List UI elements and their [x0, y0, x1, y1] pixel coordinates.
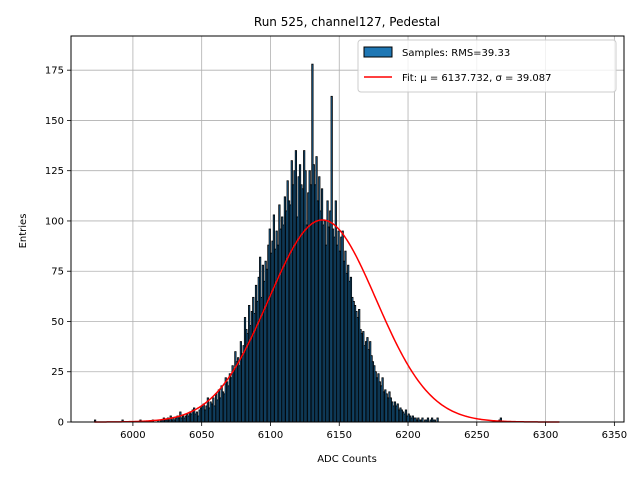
y-tick-label: 150: [45, 116, 64, 127]
x-axis-ticks: 6000 6050 6100 6150 6200 6250 6300 6350: [120, 422, 627, 441]
legend-label-fit: Fit: μ = 6137.732, σ = 39.087: [402, 73, 552, 84]
x-tick-label: 6050: [189, 430, 214, 441]
legend-box: [357, 39, 617, 93]
x-tick-label: 6150: [327, 430, 352, 441]
y-tick-label: 75: [51, 267, 64, 278]
y-tick-label: 50: [51, 317, 64, 328]
x-tick-label: 6000: [120, 430, 145, 441]
legend: Samples: RMS=39.33 Fit: μ = 6137.732, σ …: [357, 39, 617, 93]
histogram-bar: [436, 417, 439, 423]
y-tick-label: 25: [51, 367, 64, 378]
histogram-bar: [426, 417, 430, 423]
chart-title: Run 525, channel127, Pedestal: [254, 15, 440, 29]
y-tick-label: 125: [45, 166, 64, 177]
x-tick-label: 6350: [602, 430, 627, 441]
y-tick-label: 100: [45, 216, 64, 227]
x-tick-label: 6200: [395, 430, 420, 441]
plot-frame: [70, 35, 625, 423]
y-axis-label: Entries: [18, 214, 29, 249]
y-tick-label: 175: [45, 66, 64, 77]
histogram-bar: [421, 417, 424, 423]
legend-label-samples: Samples: RMS=39.33: [402, 48, 510, 59]
x-axis-label: ADC Counts: [317, 454, 377, 465]
legend-swatch-samples: [363, 46, 393, 58]
y-tick-label: 0: [58, 418, 64, 429]
x-tick-label: 6250: [464, 430, 489, 441]
x-tick-label: 6300: [533, 430, 558, 441]
x-tick-label: 6100: [258, 430, 283, 441]
y-axis-ticks: 0 25 50 75 100 125 150 175: [45, 66, 71, 429]
gaussian-fit-line: [94, 219, 560, 423]
